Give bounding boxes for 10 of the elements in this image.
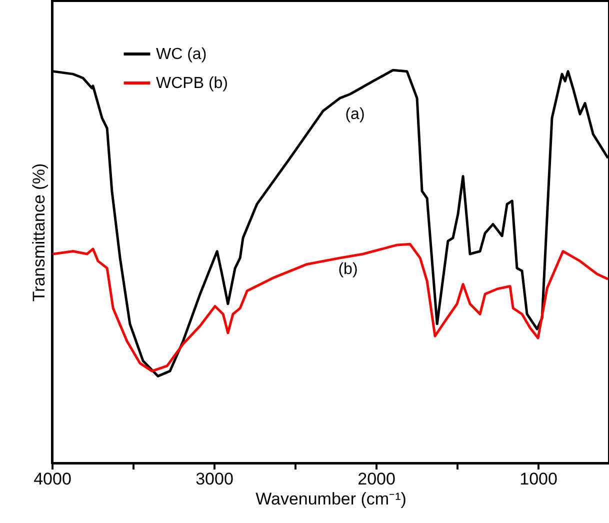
annotation: (a) xyxy=(345,106,365,123)
legend-label: WCPB (b) xyxy=(156,75,228,92)
legend-label: WC (a) xyxy=(156,46,207,63)
x-tick-label: 1000 xyxy=(520,470,558,488)
x-axis-title: Wavenumber (cm⁻¹) xyxy=(256,490,406,508)
x-tick-label: 3000 xyxy=(196,470,234,488)
annotation: (b) xyxy=(338,261,358,278)
y-axis-title: Transmittance (%) xyxy=(30,163,48,302)
x-tick-label: 4000 xyxy=(34,470,72,488)
x-tick-label: 2000 xyxy=(358,470,396,488)
